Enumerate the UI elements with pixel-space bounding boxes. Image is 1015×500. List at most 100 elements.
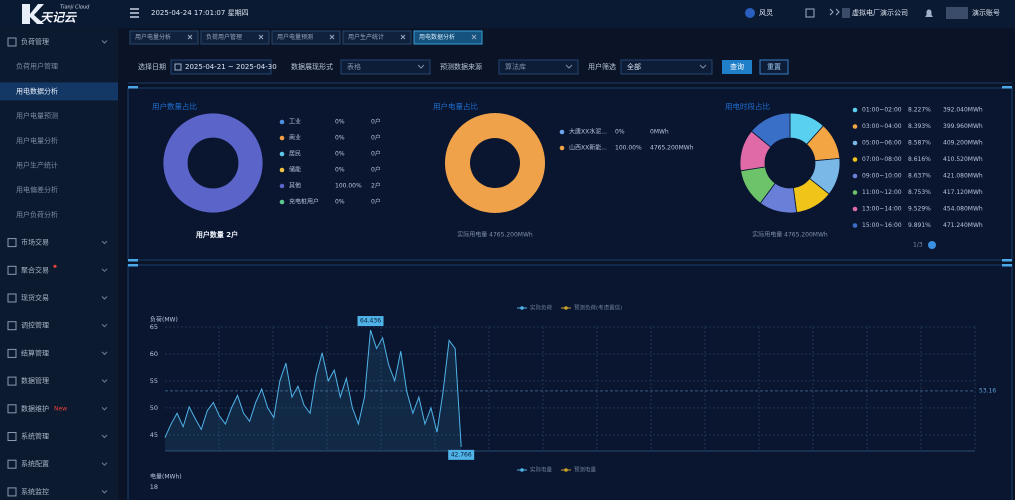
legend-amount: 2户 bbox=[371, 182, 381, 190]
tab[interactable] bbox=[271, 30, 341, 45]
menu-item[interactable]: 用户生产统计 bbox=[16, 161, 58, 170]
legend-dot bbox=[279, 151, 285, 157]
panel-corners bbox=[128, 86, 1012, 267]
logo-icon bbox=[22, 4, 44, 24]
y-tick-label: 45 bbox=[150, 431, 158, 439]
menu-group[interactable]: 聚合交易 bbox=[21, 265, 49, 274]
company[interactable]: 虚拟电厂演示公司 bbox=[852, 8, 908, 17]
fullscreen-icon[interactable] bbox=[805, 8, 815, 18]
display-label: 数据展现形式 bbox=[291, 62, 333, 71]
legend-label: 09:00~10:00 bbox=[862, 173, 902, 180]
legend-swatch-dot bbox=[564, 468, 568, 472]
datetime: 2025-04-24 17:01:07 星期四 bbox=[151, 9, 249, 17]
legend-label: 03:00~04:00 bbox=[862, 123, 902, 130]
pager-next[interactable] bbox=[928, 241, 936, 249]
y-tick-label: 55 bbox=[150, 377, 158, 385]
tab[interactable] bbox=[342, 30, 412, 45]
legend-dot bbox=[852, 223, 858, 228]
menu-active bbox=[0, 82, 118, 101]
menu-icon bbox=[7, 321, 17, 331]
menu-toggle[interactable] bbox=[130, 8, 139, 18]
legend-percent: 8.587% bbox=[908, 140, 931, 147]
y-tick-label: 65 bbox=[150, 323, 158, 331]
legend-label: 大唐XX水泥... bbox=[569, 128, 607, 136]
source-select[interactable] bbox=[498, 59, 579, 75]
tab-close[interactable] bbox=[400, 34, 406, 40]
legend-amount: 454.080MWh bbox=[943, 206, 983, 213]
menu-icon bbox=[7, 459, 17, 469]
menu-item[interactable]: 用户电量预测 bbox=[16, 111, 58, 120]
bell-icon[interactable] bbox=[925, 9, 933, 18]
legend-percent: 0% bbox=[335, 119, 345, 126]
reset-button[interactable] bbox=[759, 59, 789, 75]
line bbox=[164, 329, 462, 447]
chart-footer: 实际用电量 4765.200MWh bbox=[752, 231, 828, 239]
pie-slice bbox=[750, 112, 791, 148]
legend-percent: 0% bbox=[615, 129, 625, 136]
menu-group[interactable]: 数据管理 bbox=[21, 376, 49, 385]
legend-amount: 0户 bbox=[371, 166, 381, 174]
chart-panel bbox=[127, 264, 1013, 500]
date-input[interactable] bbox=[170, 59, 272, 75]
menu-item[interactable]: 负荷用户管理 bbox=[16, 62, 58, 71]
menu-group[interactable]: 系统管理 bbox=[21, 432, 49, 441]
tab-close[interactable] bbox=[329, 34, 335, 40]
legend-label: 商业 bbox=[289, 134, 301, 142]
query-button[interactable] bbox=[722, 60, 752, 74]
legend-dot bbox=[279, 119, 285, 125]
chevron bbox=[101, 379, 108, 383]
tab-close[interactable] bbox=[187, 34, 193, 40]
legend-dot bbox=[852, 140, 858, 146]
legend-percent: 9.891% bbox=[908, 222, 931, 229]
chevron bbox=[101, 351, 108, 356]
data-label-bg bbox=[357, 316, 384, 327]
menu-group[interactable]: 数据维护 bbox=[21, 404, 49, 413]
legend-amount: 417.120MWh bbox=[943, 189, 983, 196]
legend-percent: 0% bbox=[335, 135, 345, 142]
legend-dot bbox=[852, 173, 858, 179]
menu-item[interactable]: 用户电量分析 bbox=[16, 136, 58, 145]
display-value: 表格 bbox=[347, 62, 361, 71]
weather: 风灵 bbox=[759, 9, 773, 17]
legend-amount: 0MWh bbox=[650, 129, 669, 136]
menu-group[interactable]: 系统监控 bbox=[21, 487, 49, 496]
menu-item[interactable]: 用电数据分析 bbox=[16, 86, 58, 95]
menu-item[interactable]: 用电偏差分析 bbox=[16, 185, 58, 194]
menu-item[interactable]: 用户负荷分析 bbox=[16, 210, 58, 219]
account[interactable]: 演示账号 bbox=[972, 8, 1000, 17]
menu-icon bbox=[7, 404, 17, 414]
display-select[interactable] bbox=[340, 59, 431, 75]
legend-dot bbox=[852, 107, 858, 113]
logo: 天记云 bbox=[40, 11, 78, 25]
tab[interactable] bbox=[413, 30, 483, 45]
menu-group[interactable]: 结算管理 bbox=[21, 348, 49, 357]
translate-icon[interactable] bbox=[829, 8, 840, 16]
menu-group[interactable]: 市场交易 bbox=[21, 238, 49, 247]
chart-footer: 用户数量 2户 bbox=[196, 230, 238, 239]
menu-group[interactable]: 调控管理 bbox=[21, 321, 49, 330]
chevron bbox=[101, 240, 108, 245]
tab-label: 负荷用户管理 bbox=[206, 33, 242, 41]
menu-dot bbox=[53, 264, 57, 268]
menu-icon bbox=[7, 265, 17, 275]
tab-close[interactable] bbox=[471, 34, 477, 40]
pie-slice bbox=[444, 112, 546, 214]
legend-percent: 8.616% bbox=[908, 156, 931, 163]
legend-swatch-dot bbox=[564, 306, 568, 310]
legend-percent: 0% bbox=[335, 151, 345, 158]
reference-label: 53.16 bbox=[979, 387, 996, 394]
date-label: 选择日期 bbox=[138, 62, 166, 71]
tab-close[interactable] bbox=[258, 34, 264, 40]
menu-group[interactable]: 系统配置 bbox=[21, 459, 49, 468]
legend-amount: 409.200MWh bbox=[943, 140, 983, 147]
legend-amount: 0户 bbox=[371, 198, 381, 206]
summary-panel bbox=[127, 87, 1013, 261]
legend-amount: 0户 bbox=[371, 150, 381, 158]
tab[interactable] bbox=[200, 30, 270, 45]
user-select[interactable] bbox=[620, 59, 713, 75]
menu-group[interactable]: 负荷管理 bbox=[21, 37, 49, 46]
tab[interactable] bbox=[129, 30, 199, 45]
legend-label: 充电桩用户 bbox=[289, 198, 319, 206]
menu-group[interactable]: 现货交易 bbox=[21, 293, 49, 302]
chevron bbox=[101, 462, 108, 466]
